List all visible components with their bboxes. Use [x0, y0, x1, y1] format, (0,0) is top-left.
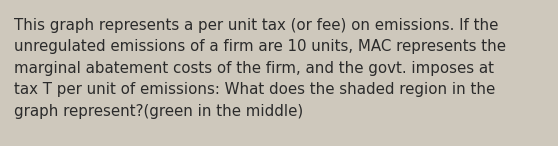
Text: This graph represents a per unit tax (or fee) on emissions. If the
unregulated e: This graph represents a per unit tax (or…	[14, 18, 506, 119]
